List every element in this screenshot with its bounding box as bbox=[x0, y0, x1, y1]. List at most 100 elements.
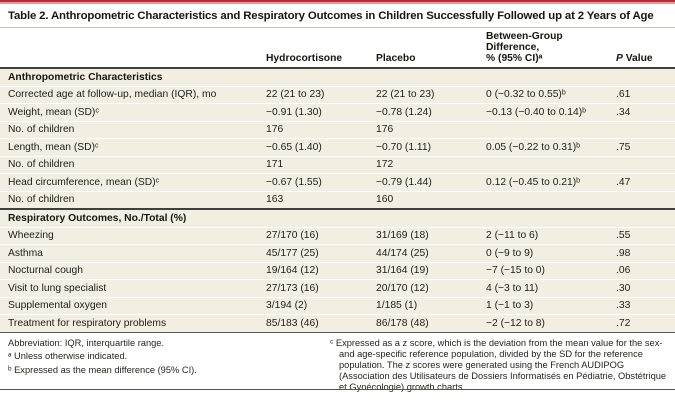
col-header-hydrocortisone: Hydrocortisone bbox=[258, 28, 368, 69]
cell-hydrocortisone: −0.65 (1.40) bbox=[258, 138, 368, 156]
cell-hydrocortisone: 85/183 (46) bbox=[258, 314, 368, 333]
cell-placebo: 176 bbox=[368, 120, 478, 139]
cell-difference: 2 (−11 to 6) bbox=[478, 226, 608, 245]
row-label: No. of children bbox=[0, 190, 258, 209]
cell-placebo: 160 bbox=[368, 190, 478, 209]
cell-p-value: .34 bbox=[608, 103, 675, 121]
cell-hydrocortisone: 19/164 (12) bbox=[258, 261, 368, 280]
table-row: Head circumference, mean (SD)ᶜ −0.67 (1.… bbox=[0, 173, 675, 191]
cell-hydrocortisone: 3/194 (2) bbox=[258, 296, 368, 315]
cell-p-value: .98 bbox=[608, 244, 675, 262]
cell-difference: 0 (−0.32 to 0.55)ᵇ bbox=[478, 85, 608, 104]
col-header-placebo: Placebo bbox=[368, 28, 478, 69]
row-label: Corrected age at follow-up, median (IQR)… bbox=[0, 85, 258, 104]
footnote-b: ᵇ Expressed as the mean difference (95% … bbox=[8, 364, 197, 375]
table-row: Length, mean (SD)ᶜ −0.65 (1.40) −0.70 (1… bbox=[0, 138, 675, 156]
table-row: No. of children 171 172 bbox=[0, 155, 675, 174]
cell-difference: −0.13 (−0.40 to 0.14)ᵇ bbox=[478, 103, 608, 121]
cell-hydrocortisone: 27/173 (16) bbox=[258, 279, 368, 297]
table-row: Visit to lung specialist 27/173 (16) 20/… bbox=[0, 279, 675, 297]
results-table: Hydrocortisone Placebo Between-Group Dif… bbox=[0, 28, 675, 333]
cell-placebo: 44/174 (25) bbox=[368, 244, 478, 262]
cell-placebo: 172 bbox=[368, 155, 478, 174]
footnote-c: ᶜ Expressed as a z score, which is the d… bbox=[330, 337, 667, 392]
row-label: Treatment for respiratory problems bbox=[0, 314, 258, 333]
cell-difference bbox=[478, 120, 608, 139]
cell-placebo: 31/164 (19) bbox=[368, 261, 478, 280]
row-label: No. of children bbox=[0, 120, 258, 139]
cell-placebo: 22 (21 to 23) bbox=[368, 85, 478, 104]
table-row: Wheezing 27/170 (16) 31/169 (18) 2 (−11 … bbox=[0, 226, 675, 245]
p-italic: P bbox=[616, 53, 623, 64]
cell-difference: 1 (−1 to 3) bbox=[478, 296, 608, 315]
cell-difference: 0.12 (−0.45 to 0.21)ᵇ bbox=[478, 173, 608, 191]
col-header-difference: Between-Group Difference, % (95% CI)ᵃ bbox=[478, 28, 608, 69]
table-row: Corrected age at follow-up, median (IQR)… bbox=[0, 85, 675, 104]
row-label: Head circumference, mean (SD)ᶜ bbox=[0, 173, 258, 191]
row-label: Nocturnal cough bbox=[0, 261, 258, 280]
cell-p-value: .06 bbox=[608, 261, 675, 280]
table-row: Weight, mean (SD)ᶜ −0.91 (1.30) −0.78 (1… bbox=[0, 103, 675, 121]
section-header: Anthropometric Characteristics bbox=[0, 68, 675, 86]
cell-p-value: .33 bbox=[608, 296, 675, 315]
cell-difference: −2 (−12 to 8) bbox=[478, 314, 608, 333]
cell-hydrocortisone: 171 bbox=[258, 155, 368, 174]
cell-difference bbox=[478, 155, 608, 174]
cell-difference: 0 (−9 to 9) bbox=[478, 244, 608, 262]
cell-placebo: 31/169 (18) bbox=[368, 226, 478, 245]
row-label: Supplemental oxygen bbox=[0, 296, 258, 315]
footnotes-left: Abbreviation: IQR, interquartile range. … bbox=[8, 338, 330, 393]
cell-difference: 4 (−3 to 11) bbox=[478, 279, 608, 297]
row-label: Asthma bbox=[0, 244, 258, 262]
table-row: No. of children 176 176 bbox=[0, 120, 675, 139]
section-header: Respiratory Outcomes, No./Total (%) bbox=[0, 208, 675, 227]
cell-p-value bbox=[608, 155, 675, 174]
cell-hydrocortisone: 22 (21 to 23) bbox=[258, 85, 368, 104]
cell-hydrocortisone: 27/170 (16) bbox=[258, 226, 368, 245]
cell-placebo: 20/170 (12) bbox=[368, 279, 478, 297]
table-row: Asthma 45/177 (25) 44/174 (25) 0 (−9 to … bbox=[0, 244, 675, 262]
header-row: Hydrocortisone Placebo Between-Group Dif… bbox=[0, 28, 675, 69]
cell-placebo: 1/185 (1) bbox=[368, 296, 478, 315]
footnote-abbreviation: Abbreviation: IQR, interquartile range. bbox=[8, 337, 165, 348]
cell-placebo: −0.79 (1.44) bbox=[368, 173, 478, 191]
table-title: Table 2. Anthropometric Characteristics … bbox=[0, 4, 675, 28]
cell-p-value: .47 bbox=[608, 173, 675, 191]
table-row: No. of children 163 160 bbox=[0, 190, 675, 209]
cell-difference: −7 (−15 to 0) bbox=[478, 261, 608, 280]
cell-p-value bbox=[608, 190, 675, 209]
col-header-empty bbox=[0, 28, 258, 69]
cell-hydrocortisone: 163 bbox=[258, 190, 368, 209]
cell-placebo: 86/178 (48) bbox=[368, 314, 478, 333]
row-label: Weight, mean (SD)ᶜ bbox=[0, 103, 258, 121]
cell-p-value: .61 bbox=[608, 85, 675, 104]
cell-p-value: .75 bbox=[608, 138, 675, 156]
cell-p-value: .72 bbox=[608, 314, 675, 333]
cell-p-value bbox=[608, 120, 675, 139]
col-header-p-value: P Value bbox=[608, 28, 675, 69]
table-row: Supplemental oxygen 3/194 (2) 1/185 (1) … bbox=[0, 296, 675, 315]
red-top-rule bbox=[0, 0, 675, 4]
table-row: Nocturnal cough 19/164 (12) 31/164 (19) … bbox=[0, 261, 675, 280]
cell-p-value: .30 bbox=[608, 279, 675, 297]
cell-hydrocortisone: 176 bbox=[258, 120, 368, 139]
cell-placebo: −0.78 (1.24) bbox=[368, 103, 478, 121]
p-rest: Value bbox=[622, 53, 653, 64]
footnotes: Abbreviation: IQR, interquartile range. … bbox=[8, 338, 671, 393]
cell-hydrocortisone: 45/177 (25) bbox=[258, 244, 368, 262]
cell-p-value: .55 bbox=[608, 226, 675, 245]
row-label: Wheezing bbox=[0, 226, 258, 245]
bottom-hairline bbox=[0, 389, 675, 390]
cell-difference bbox=[478, 190, 608, 209]
table-row: Treatment for respiratory problems 85/18… bbox=[0, 314, 675, 333]
row-label: No. of children bbox=[0, 155, 258, 174]
cell-difference: 0.05 (−0.22 to 0.31)ᵇ bbox=[478, 138, 608, 156]
cell-hydrocortisone: −0.67 (1.55) bbox=[258, 173, 368, 191]
section-row-respiratory: Respiratory Outcomes, No./Total (%) bbox=[0, 208, 675, 227]
cell-placebo: −0.70 (1.11) bbox=[368, 138, 478, 156]
row-label: Visit to lung specialist bbox=[0, 279, 258, 297]
section-row-anthropometric: Anthropometric Characteristics bbox=[0, 68, 675, 86]
cell-hydrocortisone: −0.91 (1.30) bbox=[258, 103, 368, 121]
footnote-a: ᵃ Unless otherwise indicated. bbox=[8, 351, 128, 361]
